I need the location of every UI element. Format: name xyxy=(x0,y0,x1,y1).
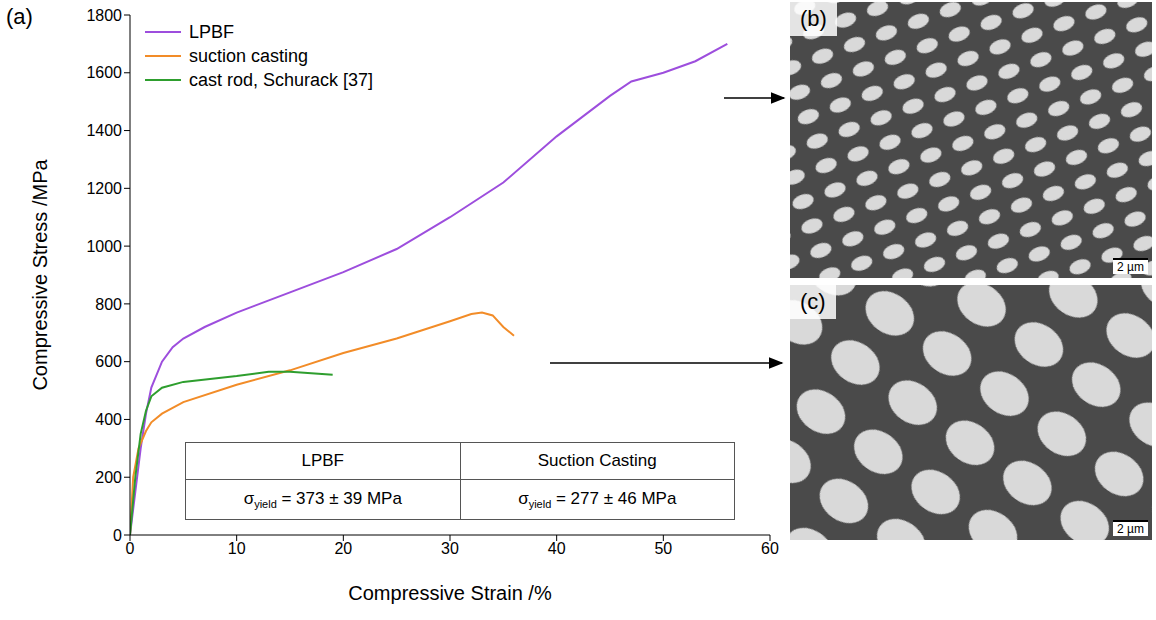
svg-text:60: 60 xyxy=(761,540,779,557)
svg-text:1200: 1200 xyxy=(86,180,122,197)
svg-text:800: 800 xyxy=(95,296,122,313)
svg-text:200: 200 xyxy=(95,469,122,486)
svg-text:1600: 1600 xyxy=(86,64,122,81)
svg-text:1000: 1000 xyxy=(86,238,122,255)
html-text:LPBF: LPBF xyxy=(301,451,344,471)
html-text:(c): (c) xyxy=(800,289,826,314)
svg-text:30: 30 xyxy=(441,540,459,557)
svg-text:20: 20 xyxy=(334,540,352,557)
svg-text:1800: 1800 xyxy=(86,7,122,24)
html-text:(a): (a) xyxy=(6,4,33,29)
html-text:2 µm: 2 µm xyxy=(1117,522,1144,536)
svg-text:40: 40 xyxy=(548,540,566,557)
html-text:Suction Casting: Suction Casting xyxy=(537,451,657,471)
svg-text:0: 0 xyxy=(126,540,135,557)
html-text:σyield= 373 ± 39 MPa: σyield= 373 ± 39 MPa xyxy=(243,489,402,511)
html-text:(b): (b) xyxy=(800,6,827,31)
svg-text:600: 600 xyxy=(95,353,122,370)
svg-text:Compressive Strain /%: Compressive Strain /% xyxy=(348,582,552,604)
svg-text:1400: 1400 xyxy=(86,122,122,139)
svg-text:400: 400 xyxy=(95,411,122,428)
html-text:suction casting: suction casting xyxy=(189,45,309,66)
html-text:2 µm: 2 µm xyxy=(1117,260,1144,274)
svg-text:0: 0 xyxy=(113,527,122,544)
html-text:cast rod, Schurack [37]: cast rod, Schurack [37] xyxy=(189,69,374,90)
html-text:σyield= 277 ± 46 MPa: σyield= 277 ± 46 MPa xyxy=(518,489,677,511)
html-text:LPBF: LPBF xyxy=(189,21,234,42)
svg-text:10: 10 xyxy=(228,540,246,557)
svg-text:Compressive Stress /MPa: Compressive Stress /MPa xyxy=(29,159,51,391)
svg-text:50: 50 xyxy=(654,540,672,557)
